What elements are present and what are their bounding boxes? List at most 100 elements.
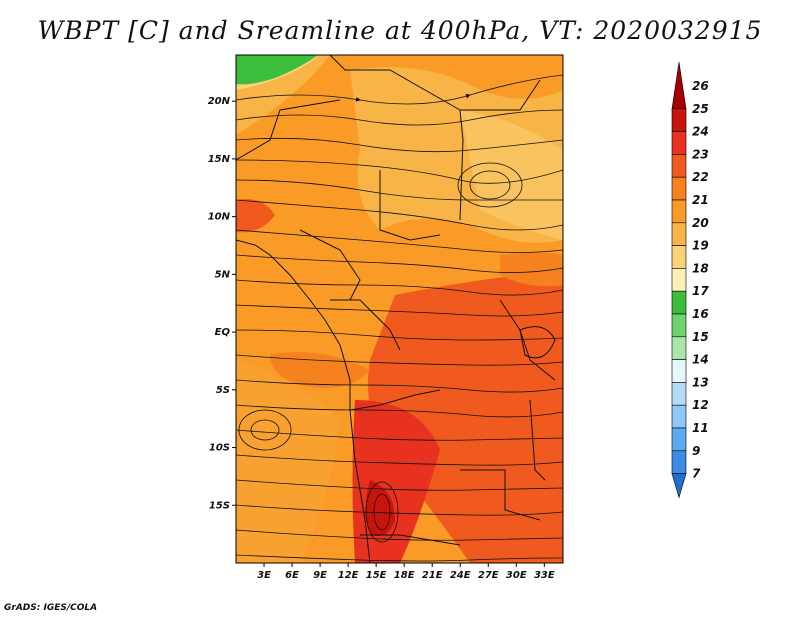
colorbar-swatch [671, 313, 687, 338]
colorbar-top-arrow [671, 61, 687, 110]
colorbar-label: 9 [692, 444, 700, 458]
colorbar-label: 15 [692, 330, 709, 344]
border-line [379, 170, 441, 241]
lon-tick-label: 33E [534, 570, 555, 581]
colorbar-label: 23 [692, 147, 709, 161]
lat-tick-label: EQ [215, 327, 231, 338]
field-hot-core [365, 480, 395, 536]
lon-tick-label: 3E [257, 570, 271, 581]
colorbar-swatch [671, 359, 687, 383]
streamline [236, 109, 563, 126]
colorbar-label: 14 [692, 353, 709, 367]
lon-tick-label: 21E [422, 570, 443, 581]
colorbar-swatch [671, 199, 687, 224]
colorbar-swatch [671, 108, 687, 132]
lon-tick-label: 6E [285, 570, 299, 581]
streamline-vortex [365, 481, 399, 543]
streamline [236, 429, 563, 441]
border-line [460, 469, 541, 521]
streamline [236, 329, 563, 341]
colorbar-swatch [671, 450, 687, 474]
colorbar-swatch [671, 154, 687, 178]
streamline [236, 454, 563, 466]
border-line [299, 229, 361, 301]
colorbar-label: 21 [692, 193, 709, 207]
streamline-vortex [469, 170, 511, 200]
colorbar-label: 16 [692, 307, 709, 321]
colorbar-swatch [671, 290, 687, 315]
streamline-vortex [373, 493, 391, 531]
colorbar-label: 13 [692, 375, 709, 389]
lake-victoria [519, 326, 556, 359]
streamline [236, 254, 563, 273]
lat-tick-label: 20N [208, 96, 231, 107]
colorbar-swatch [671, 427, 687, 452]
colorbar-label: 7 [692, 467, 701, 481]
streamline [236, 379, 563, 393]
field-east-warm [500, 252, 563, 287]
streamline [236, 74, 563, 105]
border-line [349, 389, 441, 411]
colorbar-swatch [671, 336, 687, 360]
streamline [236, 229, 563, 253]
colorbar-label: 20 [692, 216, 709, 230]
border-line [236, 99, 341, 161]
lon-tick-label: 27E [478, 570, 499, 581]
streamline [236, 529, 563, 541]
lat-ticks: 20N 15N 10N 5N EQ 5S 10S 15S [208, 96, 236, 511]
streamline [236, 279, 563, 296]
colorbar-swatch [671, 382, 687, 406]
lat-tick-label: 5S [216, 385, 230, 396]
lat-tick-label: 15S [209, 500, 230, 511]
lat-tick-label: 10N [208, 212, 231, 223]
colorbar-swatch [671, 131, 687, 155]
border-line [360, 534, 461, 546]
colorbar-swatch [671, 245, 687, 269]
map-panel [236, 55, 563, 563]
streamline [236, 554, 563, 562]
border-line [499, 299, 556, 381]
map-frame [235, 54, 564, 564]
streamline [236, 159, 563, 184]
streamline [236, 137, 563, 153]
colorbar-label: 19 [692, 239, 709, 253]
field-west-coast-warm [236, 199, 275, 233]
colorbar-label: 22 [692, 170, 709, 184]
lat-tick-label: 10S [209, 443, 230, 454]
lake-line [529, 399, 546, 481]
field-south-west [236, 360, 340, 563]
streamline [236, 199, 563, 231]
border-line [330, 299, 401, 351]
colorbar-label: 24 [692, 125, 709, 139]
streamline [236, 504, 563, 516]
colorbar-label: 11 [692, 421, 709, 435]
streamline-vortex [250, 419, 280, 441]
lat-tick-label: 5N [215, 269, 231, 280]
lon-ticks: 3E 6E 9E 12E 15E 18E 21E 24E 27E 30E 33E [257, 563, 555, 581]
border-line [329, 55, 464, 221]
lon-tick-label: 18E [394, 570, 415, 581]
colorbar: 26 25 24 23 22 21 20 19 18 17 16 15 14 13 12 11 9 7 [671, 61, 709, 499]
border-line [460, 79, 541, 111]
colorbar-swatch [671, 222, 687, 246]
streamline [236, 304, 563, 317]
colorbar-swatch [671, 176, 687, 201]
lon-tick-label: 24E [450, 570, 471, 581]
streamline [236, 479, 563, 491]
lon-tick-label: 15E [366, 570, 387, 581]
colorbar-swatch [671, 268, 687, 292]
colorbar-label: 26 [692, 79, 709, 93]
lat-tick-label: 15N [208, 154, 231, 165]
colorbar-label: 12 [692, 398, 709, 412]
streamline-vortex [238, 409, 292, 451]
streamline [236, 354, 563, 366]
streamline-vortex [457, 162, 523, 208]
colorbar-label: 17 [692, 284, 709, 298]
field-green-patch [236, 55, 318, 85]
streamlines [236, 74, 563, 562]
lon-tick-label: 9E [313, 570, 327, 581]
colorbar-bottom-arrow [671, 473, 687, 499]
credit-text: GrADS: IGES/COLA [4, 603, 98, 613]
colorbar-label: 25 [692, 102, 709, 116]
